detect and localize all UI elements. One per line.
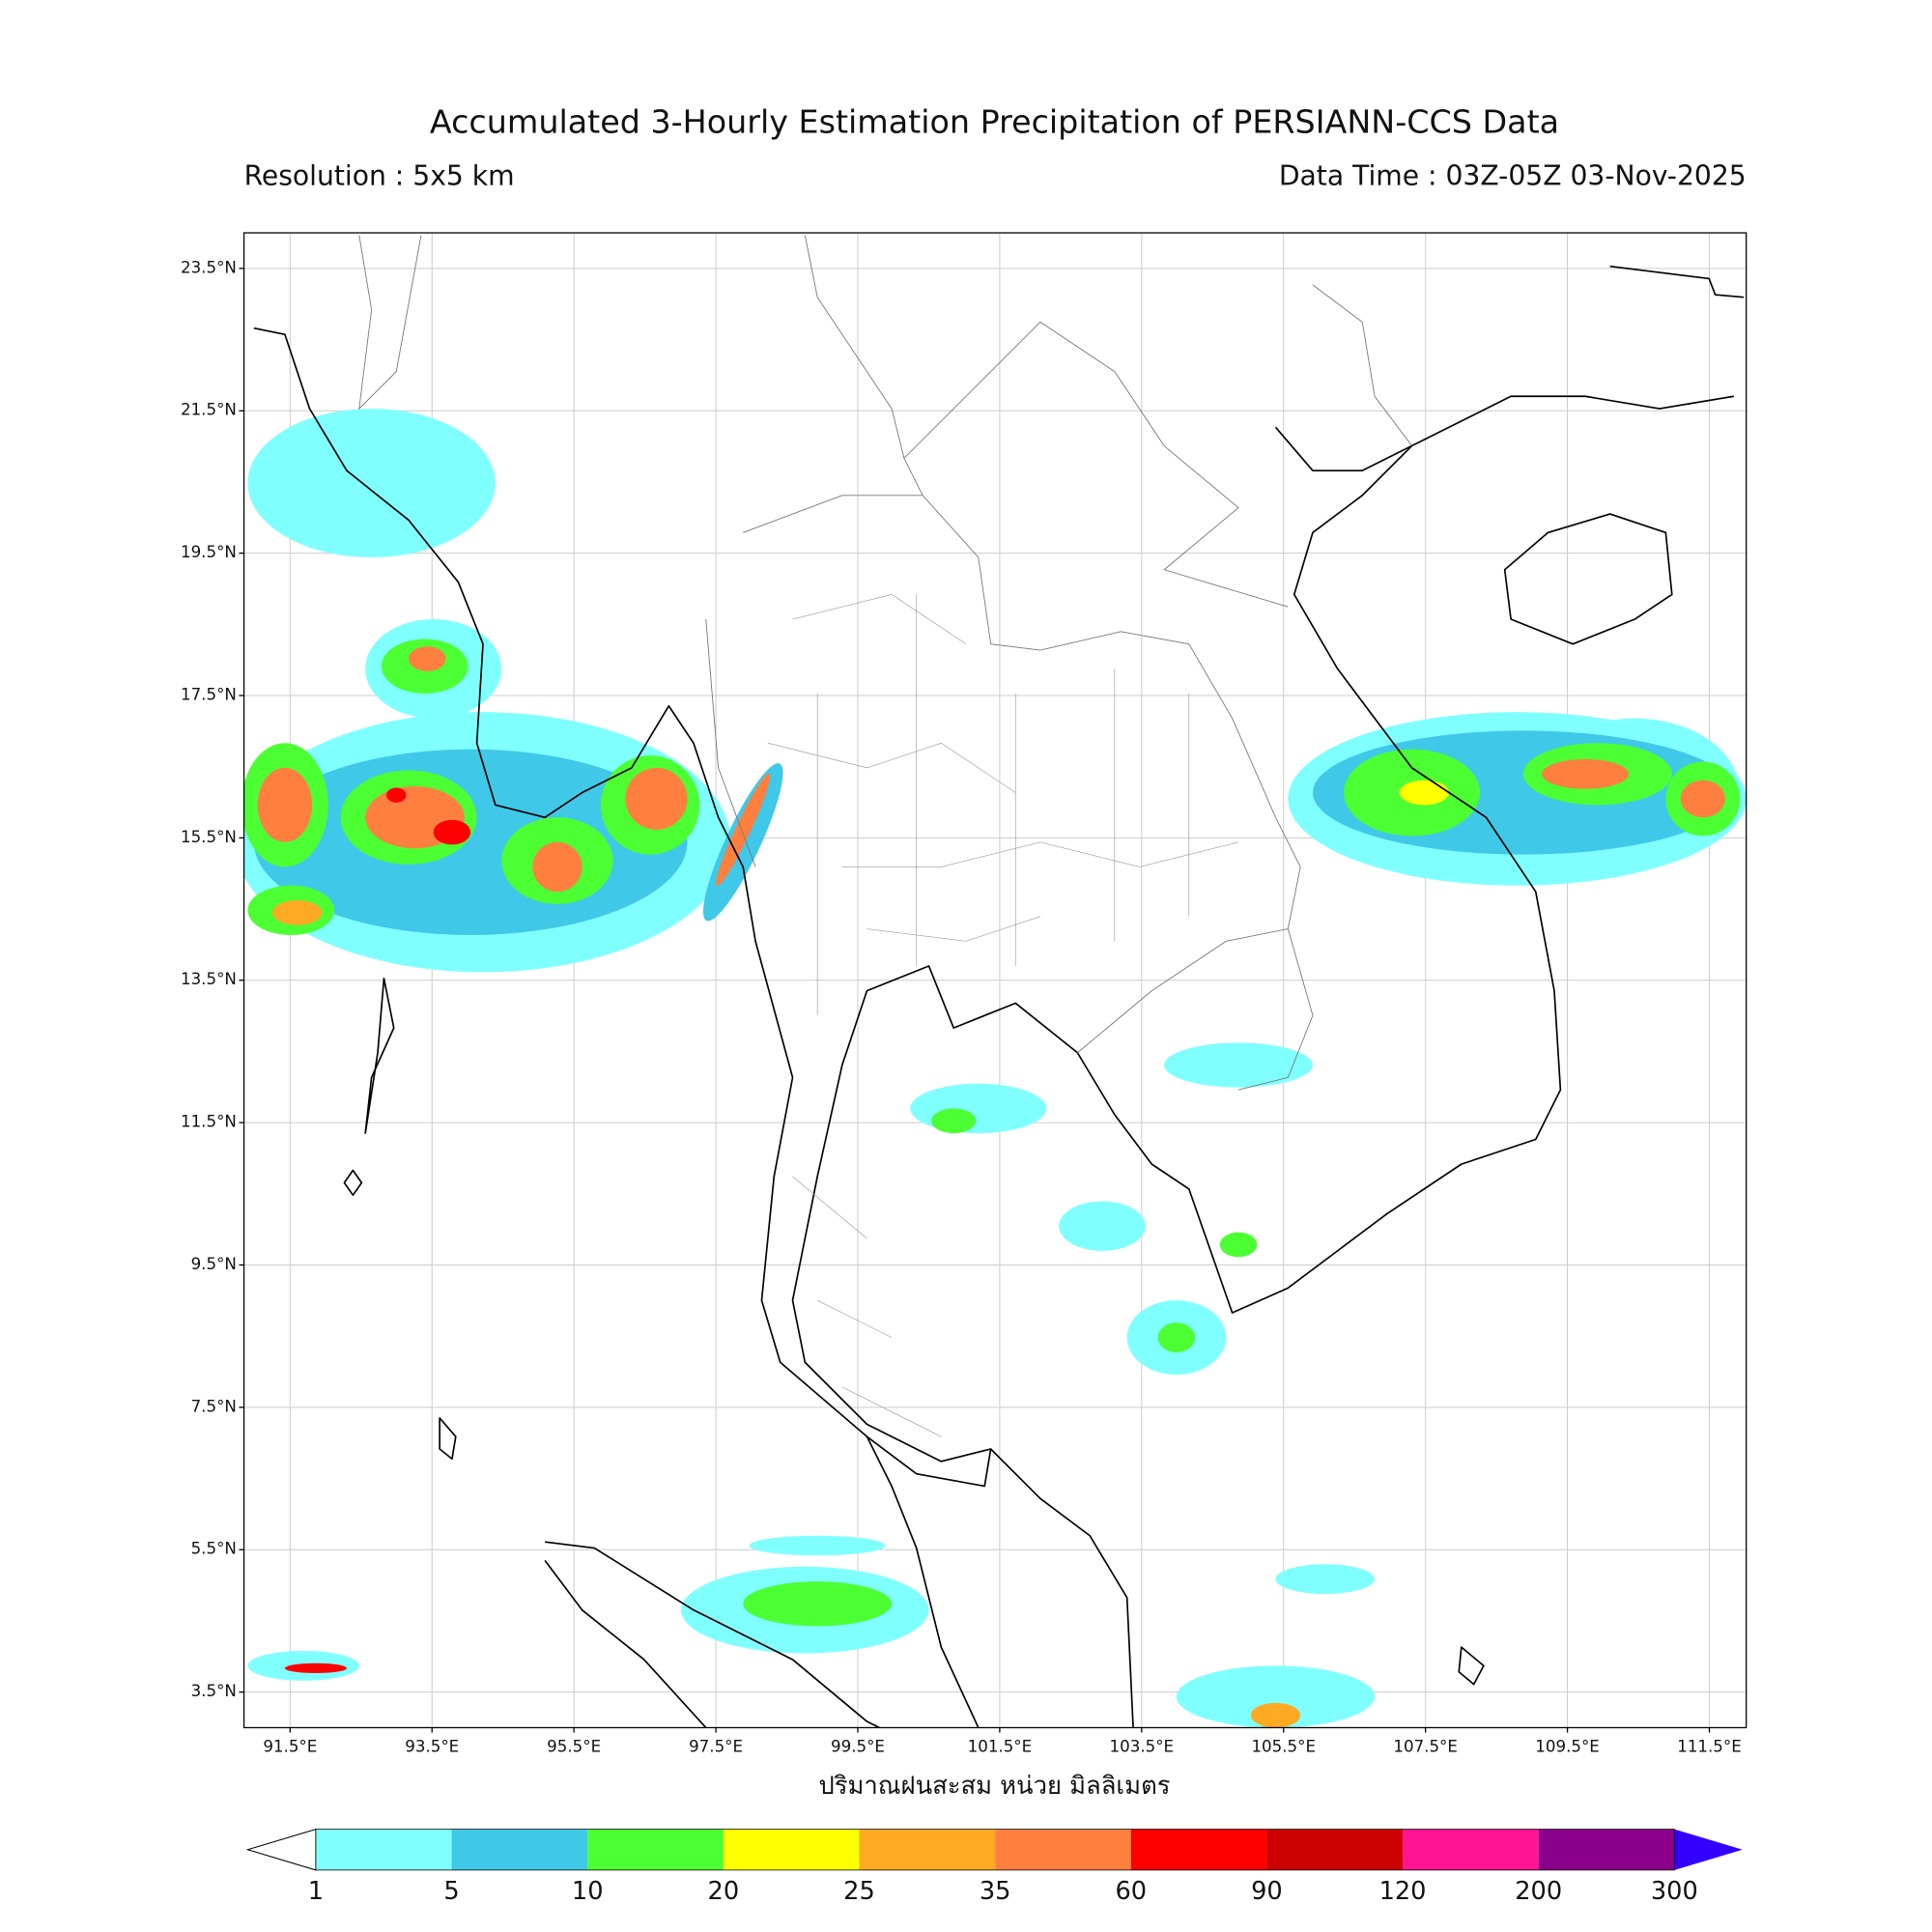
colorbar-label: 60	[1115, 1877, 1147, 1906]
colorbar-under-arrow	[245, 1828, 317, 1871]
lon-tick-label: 103.5°E	[1110, 1737, 1175, 1755]
colorbar-segment	[587, 1829, 724, 1870]
lat-tick-label: 19.5°N	[181, 543, 237, 561]
lon-tick-label: 91.5°E	[263, 1737, 317, 1755]
title: Accumulated 3-Hourly Estimation Precipit…	[430, 103, 1559, 141]
lat-tick-label: 3.5°N	[191, 1682, 237, 1700]
lon-tick-label: 93.5°E	[405, 1737, 459, 1755]
lon-tick-label: 101.5°E	[968, 1737, 1033, 1755]
lat-tick-label: 13.5°N	[181, 970, 237, 988]
borders	[358, 235, 1412, 1091]
rain-field	[243, 409, 1747, 1728]
lat-tick-label: 11.5°N	[181, 1113, 237, 1131]
colorbar-label: 90	[1251, 1877, 1283, 1906]
lon-tick-label: 107.5°E	[1393, 1737, 1458, 1755]
colorbar-label: 25	[843, 1877, 875, 1906]
lat-tick-label: 7.5°N	[191, 1397, 237, 1415]
colorbar-segment	[1130, 1829, 1267, 1870]
colorbar-label: 5	[443, 1877, 459, 1906]
x-axis-label: ปริมาณฝนสะสม หน่วย มิลลิเมตร	[818, 1772, 1170, 1801]
lon-tick-label: 111.5°E	[1677, 1737, 1742, 1755]
lon-tick-label: 95.5°E	[547, 1737, 601, 1755]
colorbar-segment	[1538, 1829, 1675, 1870]
lat-tick-label: 15.5°N	[181, 828, 237, 846]
colorbar-label: 35	[980, 1877, 1011, 1906]
colorbar-label: 300	[1651, 1877, 1698, 1906]
lat-tick-label: 21.5°N	[181, 401, 237, 419]
lat-tick-label: 9.5°N	[191, 1255, 237, 1273]
colorbar-label: 200	[1515, 1877, 1562, 1906]
lat-tick-label: 5.5°N	[191, 1540, 237, 1558]
colorbar-segment	[1266, 1829, 1404, 1870]
resolution: Resolution : 5x5 km	[244, 159, 515, 191]
colorbar-label: 120	[1379, 1877, 1427, 1906]
colorbar-frame	[315, 1829, 1675, 1871]
colorbar-over-arrow	[1674, 1829, 1743, 1870]
coastlines	[253, 265, 1745, 1728]
provinces	[767, 594, 1239, 1437]
lon-tick-label: 99.5°E	[831, 1737, 885, 1755]
colorbar-segment	[315, 1829, 452, 1870]
colorbar-segment	[1403, 1829, 1539, 1870]
lat-tick-label: 17.5°N	[181, 685, 237, 703]
colorbar-segment	[451, 1829, 588, 1870]
colorbar-label: 1	[308, 1877, 324, 1906]
lon-tick-label: 105.5°E	[1251, 1737, 1316, 1755]
lat-tick-label: 23.5°N	[181, 258, 237, 276]
colorbar-segment	[723, 1829, 860, 1870]
colorbar-label: 10	[572, 1877, 604, 1906]
lon-tick-label: 97.5°E	[689, 1737, 743, 1755]
lon-tick-label: 109.5°E	[1535, 1737, 1600, 1755]
colorbar-segment	[995, 1829, 1131, 1870]
map-area	[243, 233, 1747, 1728]
colorbar: 1 5 10 20 25 35 60 90 120 200 300	[245, 1828, 1743, 1906]
colorbar-label: 20	[708, 1877, 740, 1906]
colorbar-segment	[859, 1829, 996, 1870]
data-time: Data Time : 03Z-05Z 03-Nov-2025	[1279, 159, 1747, 191]
